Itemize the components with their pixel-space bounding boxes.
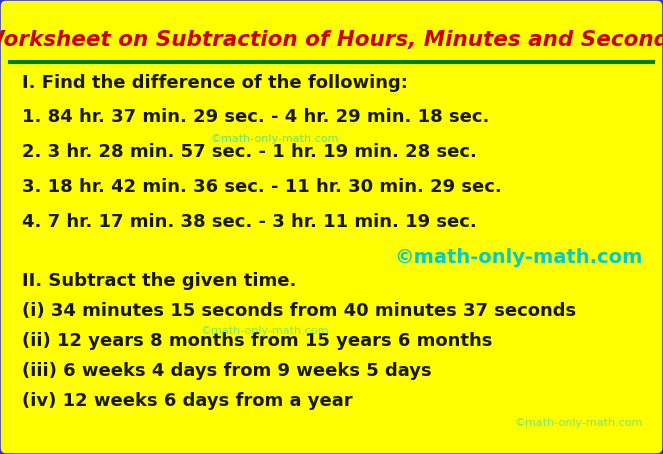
Text: ©math-only-math.com: ©math-only-math.com — [514, 418, 643, 428]
Text: ©math-only-math.com: ©math-only-math.com — [210, 134, 339, 144]
Text: II. Subtract the given time.: II. Subtract the given time. — [22, 272, 296, 290]
Text: 4. 7 hr. 17 min. 38 sec. - 3 hr. 11 min. 19 sec.: 4. 7 hr. 17 min. 38 sec. - 3 hr. 11 min.… — [22, 213, 477, 231]
Text: ©math-only-math.com: ©math-only-math.com — [200, 326, 328, 336]
Text: (i) 34 minutes 15 seconds from 40 minutes 37 seconds: (i) 34 minutes 15 seconds from 40 minute… — [22, 302, 576, 320]
Text: ©math-only-math.com: ©math-only-math.com — [394, 248, 643, 267]
Text: (iii) 6 weeks 4 days from 9 weeks 5 days: (iii) 6 weeks 4 days from 9 weeks 5 days — [22, 362, 432, 380]
Text: (ii) 12 years 8 months from 15 years 6 months: (ii) 12 years 8 months from 15 years 6 m… — [22, 332, 493, 350]
Text: 3. 18 hr. 42 min. 36 sec. - 11 hr. 30 min. 29 sec.: 3. 18 hr. 42 min. 36 sec. - 11 hr. 30 mi… — [22, 178, 502, 196]
Text: I. Find the difference of the following:: I. Find the difference of the following: — [22, 74, 408, 92]
Text: Worksheet on Subtraction of Hours, Minutes and Seconds: Worksheet on Subtraction of Hours, Minut… — [0, 30, 663, 50]
Text: 1. 84 hr. 37 min. 29 sec. - 4 hr. 29 min. 18 sec.: 1. 84 hr. 37 min. 29 sec. - 4 hr. 29 min… — [22, 108, 489, 126]
Text: 2. 3 hr. 28 min. 57 sec. - 1 hr. 19 min. 28 sec.: 2. 3 hr. 28 min. 57 sec. - 1 hr. 19 min.… — [22, 143, 477, 161]
Text: (iv) 12 weeks 6 days from a year: (iv) 12 weeks 6 days from a year — [22, 392, 353, 410]
